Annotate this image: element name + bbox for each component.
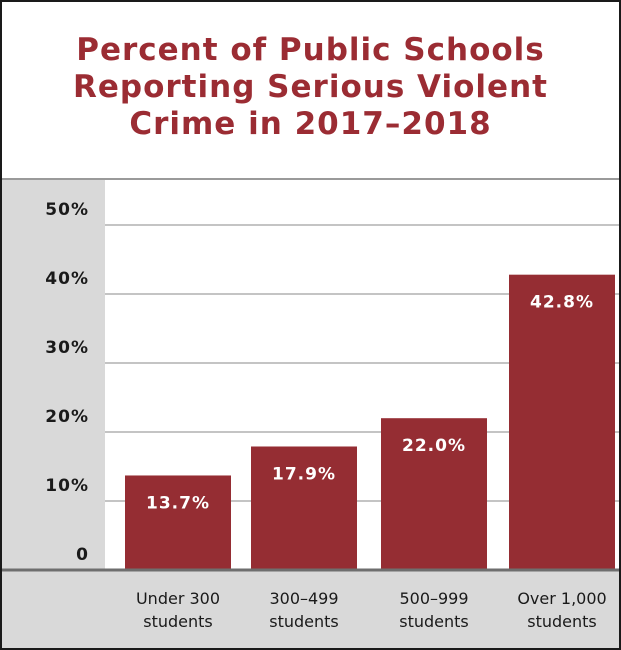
y-tick-label-10: 10%	[45, 476, 89, 496]
chart-title: Percent of Public Schools Reporting Seri…	[2, 32, 619, 143]
y-axis-band	[2, 180, 105, 570]
y-tick-label-40: 40%	[45, 269, 89, 289]
x-axis-band	[2, 570, 619, 648]
bar-value-label-2: 17.9%	[272, 464, 336, 484]
bar-value-label-1: 13.7%	[146, 493, 210, 513]
x-category-label-1: Under 300 students	[136, 589, 220, 631]
y-tick-label-30: 30%	[45, 338, 89, 358]
bar-4	[509, 274, 615, 570]
x-category-label-2: 300–499 students	[269, 589, 339, 631]
chart-title-line-3: Crime in 2017–2018	[129, 106, 492, 142]
x-category-label-4: Over 1,000 students	[517, 589, 606, 631]
y-tick-label-20: 20%	[45, 407, 89, 427]
x-category-label-3: 500–999 students	[399, 589, 469, 631]
bar-1	[125, 475, 231, 570]
bar-2	[251, 446, 357, 570]
y-tick-label-50: 50%	[45, 200, 89, 220]
bar-3	[381, 418, 487, 570]
chart-title-line-2: Reporting Serious Violent	[73, 69, 548, 105]
bar-value-label-3: 22.0%	[402, 436, 466, 456]
chart-title-line-1: Percent of Public Schools	[76, 32, 545, 68]
bar-value-label-4: 42.8%	[530, 293, 594, 313]
y-tick-label-0: 0	[76, 545, 89, 565]
